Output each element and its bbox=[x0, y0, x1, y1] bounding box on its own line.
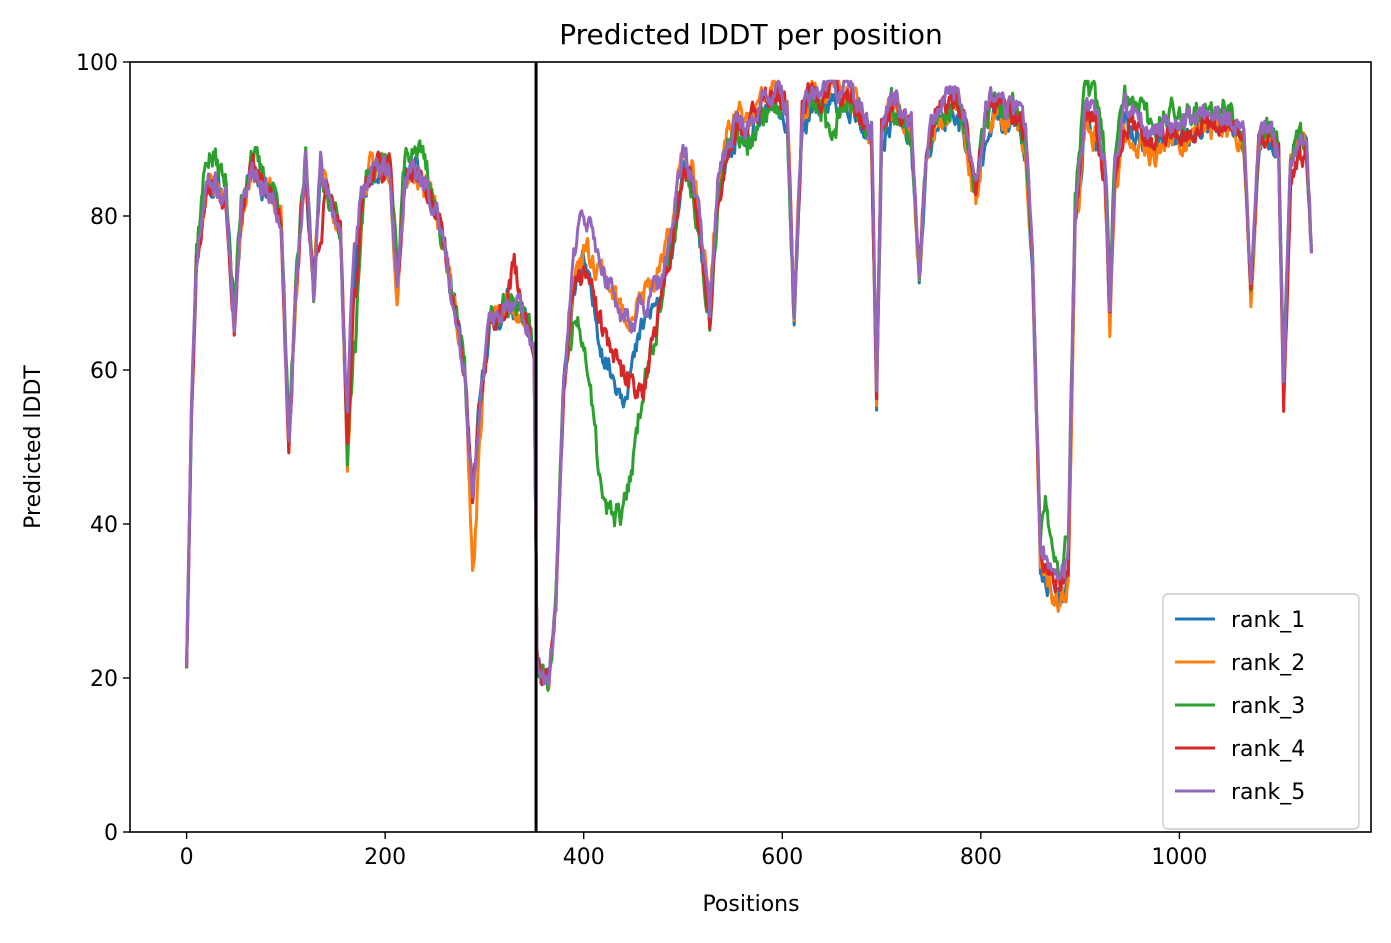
y-tick-label: 60 bbox=[90, 359, 118, 384]
plot-area bbox=[185, 62, 1313, 832]
series-line-rank-2 bbox=[185, 79, 1313, 692]
x-tick-label: 600 bbox=[761, 845, 803, 870]
x-tick-label: 0 bbox=[180, 845, 194, 870]
chart-title: Predicted lDDT per position bbox=[559, 18, 943, 51]
legend-box bbox=[1162, 593, 1360, 830]
x-tick-label: 1000 bbox=[1151, 845, 1207, 870]
legend-label: rank_5 bbox=[1231, 780, 1305, 805]
x-axis-ticks: 0 200 400 600 800 1000 bbox=[180, 832, 1207, 870]
legend: rank_1 rank_2 rank_3 rank_4 rank_5 bbox=[1162, 593, 1360, 830]
series-line-rank-4 bbox=[185, 79, 1313, 687]
y-axis-ticks: 0 20 40 60 80 100 bbox=[76, 51, 130, 846]
y-tick-label: 0 bbox=[104, 821, 118, 846]
y-tick-label: 80 bbox=[90, 205, 118, 230]
y-tick-label: 40 bbox=[90, 513, 118, 538]
legend-label: rank_2 bbox=[1231, 651, 1305, 676]
x-tick-label: 200 bbox=[364, 845, 406, 870]
series-line-rank-1 bbox=[185, 92, 1313, 686]
series-line-rank-5 bbox=[185, 79, 1313, 687]
y-tick-label: 20 bbox=[90, 667, 118, 692]
y-tick-label: 100 bbox=[76, 51, 118, 76]
legend-label: rank_4 bbox=[1231, 737, 1305, 762]
legend-label: rank_3 bbox=[1231, 694, 1305, 719]
y-axis-label: Predicted lDDT bbox=[21, 365, 46, 529]
plot-frame bbox=[129, 61, 1372, 833]
x-axis-label: Positions bbox=[702, 892, 799, 917]
series-line-rank-3 bbox=[185, 79, 1313, 692]
legend-label: rank_1 bbox=[1231, 608, 1305, 633]
x-tick-label: 800 bbox=[960, 845, 1002, 870]
x-tick-label: 400 bbox=[563, 845, 605, 870]
